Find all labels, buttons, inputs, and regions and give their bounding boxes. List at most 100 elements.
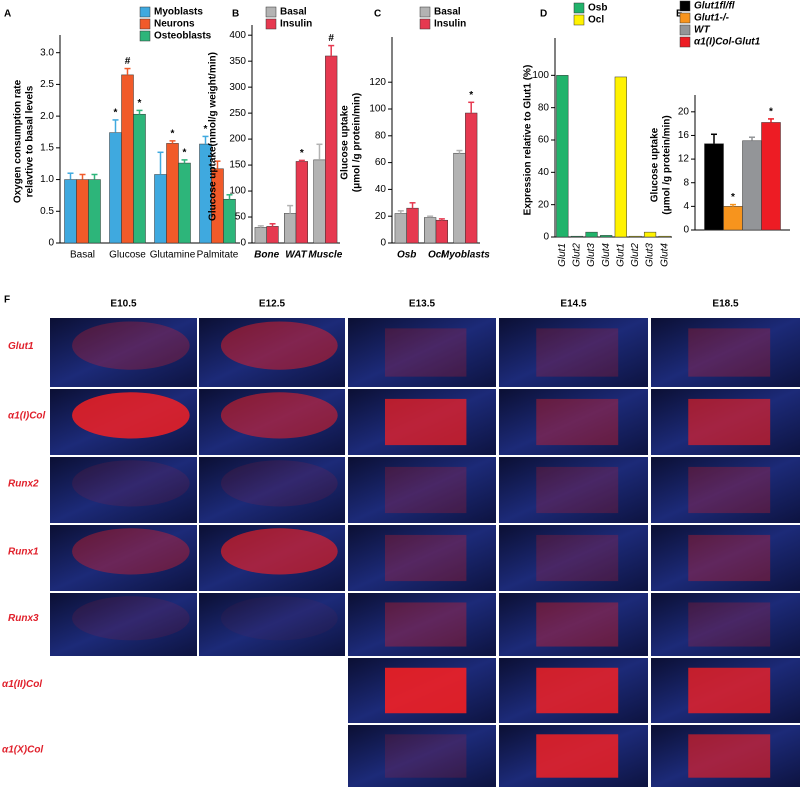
bar xyxy=(704,143,724,231)
tissue-image xyxy=(50,318,197,387)
significance-mark: * xyxy=(171,129,175,140)
tissue-image xyxy=(651,593,800,656)
row-label: Runx1 xyxy=(8,547,39,558)
y-tick-label: 20 xyxy=(538,199,550,210)
x-tick-label: Glutamine xyxy=(150,250,196,261)
y-tick-label: 3.0 xyxy=(40,47,54,58)
y-axis-label: Glucose uptake xyxy=(340,105,351,180)
legend-swatch xyxy=(265,18,277,30)
tissue-image xyxy=(499,525,648,591)
y-tick-label: 300 xyxy=(229,82,246,93)
legend-label: Myoblasts xyxy=(154,7,203,18)
stain xyxy=(536,328,619,377)
x-tick-label: Glut4 xyxy=(601,243,612,267)
x-tick-label: Glucose xyxy=(109,250,146,261)
legend-label: Glut1fl/fl xyxy=(694,1,735,12)
y-tick-label: 8 xyxy=(683,177,689,188)
stain xyxy=(220,596,338,641)
bar xyxy=(394,213,407,244)
tissue-image xyxy=(199,457,345,523)
panel-letter: E xyxy=(676,9,683,20)
y-tick-label: 2.5 xyxy=(40,79,54,90)
legend-label: Basal xyxy=(434,7,461,18)
bar xyxy=(284,213,297,244)
stain xyxy=(385,667,467,714)
stain xyxy=(536,466,619,514)
significance-mark: * xyxy=(300,148,304,159)
y-tick-label: 20 xyxy=(678,106,690,117)
tissue-image xyxy=(348,318,496,387)
stain xyxy=(72,528,190,575)
tissue-image xyxy=(50,593,197,656)
stain xyxy=(536,602,619,647)
stain xyxy=(220,460,338,507)
bar xyxy=(88,179,101,244)
bar xyxy=(76,179,89,244)
y-tick-label: 12 xyxy=(678,154,690,165)
legend-swatch xyxy=(679,0,691,12)
legend-swatch xyxy=(139,30,151,42)
stage-label: E18.5 xyxy=(712,299,739,310)
legend-label: Insulin xyxy=(280,19,312,30)
bar xyxy=(614,76,627,238)
legend-swatch xyxy=(419,6,431,18)
y-tick-label: 150 xyxy=(229,160,246,171)
panel-letter: D xyxy=(540,9,547,20)
bar xyxy=(600,235,613,238)
stain xyxy=(72,321,190,370)
tissue-image xyxy=(651,525,800,591)
stain xyxy=(688,466,771,514)
bar xyxy=(556,75,569,238)
bar xyxy=(133,113,146,244)
significance-mark: * xyxy=(769,107,773,118)
y-tick-label: 400 xyxy=(229,30,246,41)
legend-label: Neurons xyxy=(154,19,195,30)
y-tick-label: 40 xyxy=(375,184,387,195)
bar xyxy=(109,132,122,244)
bar xyxy=(166,143,179,244)
x-tick-label: Glut3 xyxy=(586,243,597,267)
y-tick-label: 250 xyxy=(229,108,246,119)
legend-label: Glut1-/- xyxy=(694,13,730,24)
tissue-image xyxy=(348,525,496,591)
tissue-image xyxy=(50,457,197,523)
x-tick-label: Glut1 xyxy=(557,243,568,267)
y-tick-label: 60 xyxy=(375,157,387,168)
bar xyxy=(435,219,448,244)
bar xyxy=(313,159,326,244)
y-tick-label: 100 xyxy=(369,104,386,115)
stain xyxy=(688,534,771,582)
y-tick-label: 50 xyxy=(235,212,247,223)
tissue-image xyxy=(499,593,648,656)
y-axis-label: Glucose uptake xyxy=(650,127,661,202)
legend-swatch xyxy=(573,14,585,26)
y-tick-label: 0 xyxy=(543,232,549,243)
bar xyxy=(254,227,267,244)
tissue-image xyxy=(50,525,197,591)
significance-mark: * xyxy=(731,192,735,203)
tissue-image xyxy=(199,318,345,387)
x-tick-label: Myoblasts xyxy=(441,250,490,261)
stain xyxy=(688,667,771,714)
tissue-image xyxy=(651,457,800,523)
y-tick-label: 120 xyxy=(369,77,386,88)
bar xyxy=(223,198,236,244)
stain xyxy=(220,392,338,439)
row-label: Runx2 xyxy=(8,479,39,490)
stain xyxy=(536,734,619,778)
bar xyxy=(629,235,642,238)
y-tick-label: 4 xyxy=(683,201,689,212)
bar xyxy=(742,140,762,231)
significance-mark: * xyxy=(204,124,208,135)
legend-label: WT xyxy=(694,25,710,36)
stage-label: E12.5 xyxy=(259,299,286,310)
y-axis-label: Oxygen consumption rate xyxy=(13,79,24,203)
bar xyxy=(723,206,743,231)
x-tick-label: Glut4 xyxy=(659,243,670,267)
bar xyxy=(178,162,191,244)
y-axis-label: (μmol /g protein/min) xyxy=(662,115,673,214)
panel-letter: B xyxy=(232,9,239,20)
stage-label: E14.5 xyxy=(560,299,587,310)
y-tick-label: 40 xyxy=(538,167,550,178)
bar xyxy=(121,74,134,244)
